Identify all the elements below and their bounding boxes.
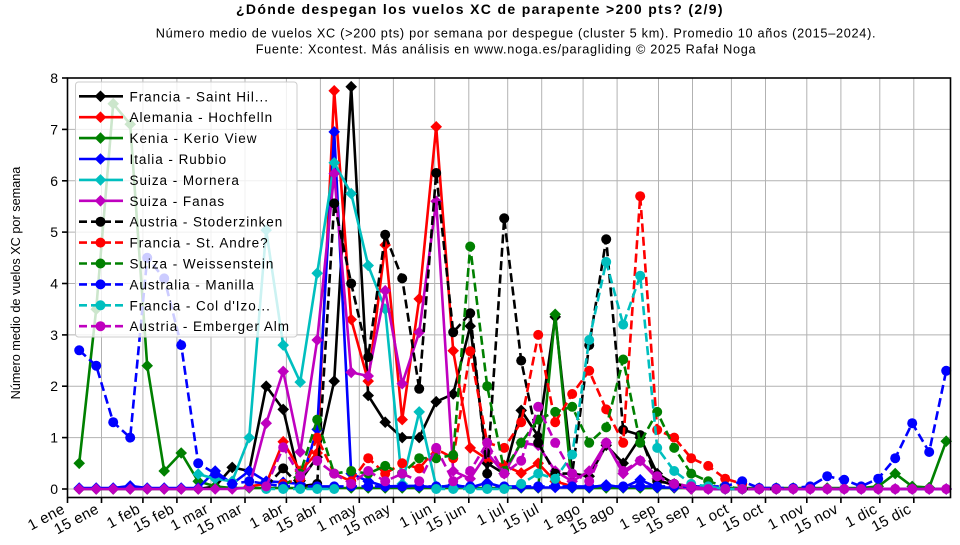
svg-text:Suiza - Weissenstein: Suiza - Weissenstein — [130, 257, 275, 272]
svg-text:¿Dónde despegan los vuelos XC: ¿Dónde despegan los vuelos XC de parapen… — [236, 1, 724, 17]
svg-text:1: 1 — [50, 430, 58, 446]
svg-text:6: 6 — [50, 173, 58, 189]
svg-text:Italia - Rubbio: Italia - Rubbio — [130, 152, 228, 167]
svg-text:2: 2 — [50, 378, 58, 394]
svg-text:3: 3 — [50, 327, 58, 343]
svg-text:Suiza - Fanas: Suiza - Fanas — [130, 194, 226, 209]
svg-text:7: 7 — [50, 121, 58, 137]
svg-text:Francia - Col d'Izo...: Francia - Col d'Izo... — [130, 298, 271, 313]
svg-text:Australia - Manilla: Australia - Manilla — [130, 277, 255, 292]
svg-text:Kenia - Kerio View: Kenia - Kerio View — [130, 131, 258, 146]
svg-text:Austria - Stoderzinken: Austria - Stoderzinken — [130, 215, 284, 230]
svg-text:0: 0 — [50, 481, 58, 497]
svg-text:Suiza - Mornera: Suiza - Mornera — [130, 173, 240, 188]
svg-text:Número medio de vuelos XC por: Número medio de vuelos XC por semana — [9, 166, 23, 400]
svg-text:Fuente: Xcontest. Más análisis: Fuente: Xcontest. Más análisis en www.no… — [256, 42, 757, 56]
svg-text:Francia - Saint Hil...: Francia - Saint Hil... — [130, 89, 269, 104]
svg-text:8: 8 — [50, 70, 58, 86]
svg-text:5: 5 — [50, 224, 58, 240]
svg-text:4: 4 — [50, 276, 58, 292]
svg-text:Austria - Emberger Alm: Austria - Emberger Alm — [130, 319, 290, 334]
svg-text:Número medio de vuelos XC (>20: Número medio de vuelos XC (>200 pts) por… — [156, 27, 877, 41]
svg-text:Francia - St. Andre?: Francia - St. Andre? — [130, 236, 269, 251]
svg-text:Alemania - Hochfelln: Alemania - Hochfelln — [130, 110, 274, 125]
